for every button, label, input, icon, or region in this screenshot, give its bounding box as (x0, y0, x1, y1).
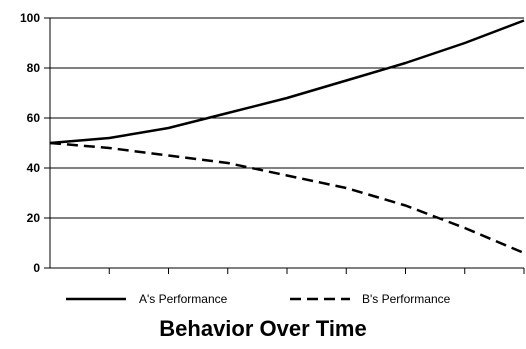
y-tick-label: 100 (20, 11, 40, 25)
legend-label-a: A's Performance (139, 292, 228, 306)
y-tick-label: 60 (27, 111, 41, 125)
y-tick-labels: 0 20 40 60 80 100 (20, 11, 40, 275)
legend-label-b: B's Performance (362, 292, 451, 306)
gridlines (44, 17, 524, 269)
axes (49, 18, 524, 269)
chart-title: Behavior Over Time (159, 316, 366, 341)
legend: A's Performance B's Performance (66, 292, 451, 306)
y-tick-label: 20 (27, 211, 41, 225)
y-tick-label: 80 (27, 61, 41, 75)
series-line-b (49, 141, 525, 255)
series-lines (49, 19, 525, 255)
x-ticks (108, 268, 525, 274)
y-tick-label: 40 (27, 161, 41, 175)
y-tick-label: 0 (33, 261, 40, 275)
series-line-a (49, 19, 525, 145)
